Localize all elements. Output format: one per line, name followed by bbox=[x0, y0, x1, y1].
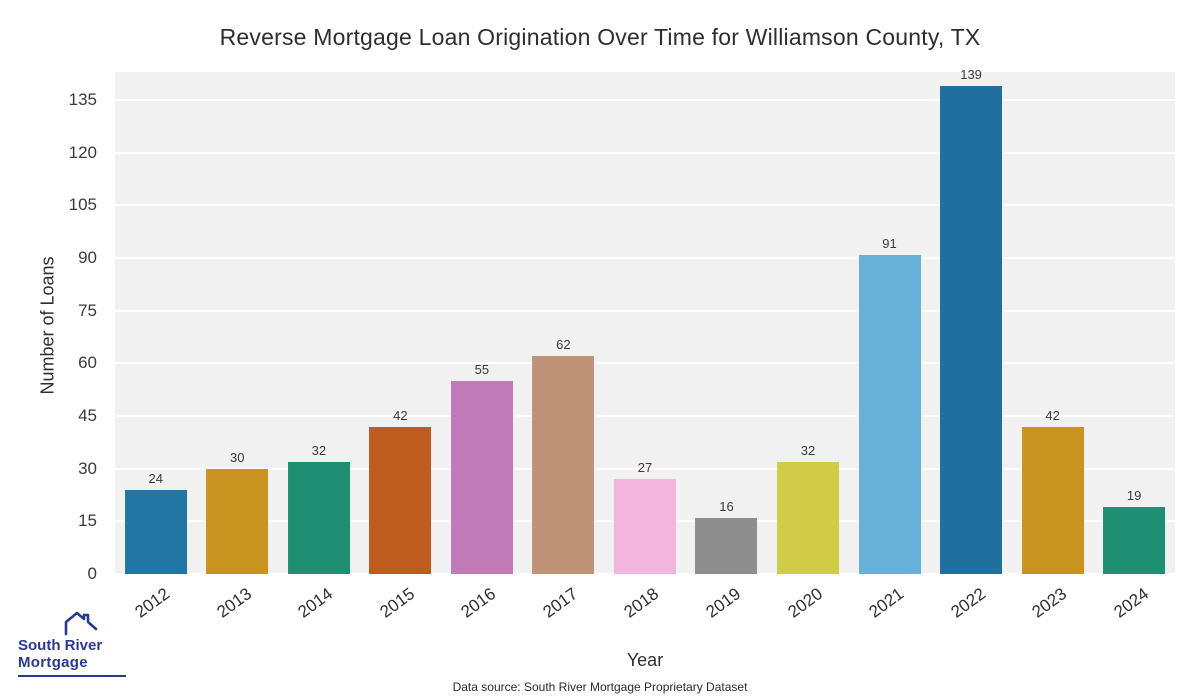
plot-area: 24 2012 30 2013 32 2014 42 2015 55 2016 62 2017 27 20… bbox=[115, 67, 1175, 622]
bar: 42 bbox=[369, 408, 432, 574]
gridline bbox=[115, 99, 1175, 102]
x-tick-label: 2013 bbox=[213, 584, 255, 622]
gridline bbox=[115, 415, 1175, 418]
bar-column: 32 2020 bbox=[767, 72, 849, 622]
bar-column: 42 2023 bbox=[1012, 72, 1094, 622]
bar-column: 19 2024 bbox=[1093, 72, 1175, 622]
x-tick-label: 2015 bbox=[376, 584, 419, 622]
bar-value-label: 32 bbox=[800, 442, 816, 458]
y-tick-label: 135 bbox=[68, 90, 97, 110]
bar-value-label: 24 bbox=[148, 470, 163, 486]
bar-value-label: 19 bbox=[1126, 488, 1142, 504]
bar: 27 bbox=[613, 460, 676, 574]
bar-value-label: 42 bbox=[1045, 407, 1060, 423]
bar: 91 bbox=[858, 236, 921, 574]
x-tick-label: 2018 bbox=[620, 584, 663, 622]
bar-value-label: 91 bbox=[882, 235, 897, 251]
bar-column: 30 2013 bbox=[197, 72, 279, 622]
gridline bbox=[115, 204, 1175, 207]
bar-value-label: 16 bbox=[719, 498, 734, 514]
bar-column: 55 2016 bbox=[441, 72, 523, 622]
x-tick-label: 2019 bbox=[702, 584, 745, 622]
y-tick-label: 105 bbox=[68, 195, 97, 215]
y-tick-label: 0 bbox=[87, 564, 97, 583]
gridline bbox=[115, 573, 1175, 575]
gridline bbox=[115, 362, 1175, 365]
logo-line1: South River bbox=[18, 637, 103, 654]
y-tick-label: 90 bbox=[78, 248, 97, 268]
x-tick-label: 2023 bbox=[1028, 584, 1071, 622]
gridline bbox=[115, 151, 1175, 154]
bar-value-label: 62 bbox=[556, 337, 571, 353]
logo-line2: Mortgage bbox=[18, 654, 88, 671]
x-tick-label: 2020 bbox=[783, 584, 826, 622]
house-icon bbox=[64, 611, 98, 636]
bar-column: 91 2021 bbox=[849, 72, 931, 622]
y-tick-label: 30 bbox=[78, 458, 97, 478]
bar-value-label: 55 bbox=[474, 361, 490, 377]
bar: 55 bbox=[450, 362, 513, 574]
bar: 19 bbox=[1103, 488, 1166, 574]
bar-column: 139 2022 bbox=[930, 67, 1012, 622]
x-tick-label: 2022 bbox=[946, 584, 989, 622]
x-tick-label: 2021 bbox=[865, 584, 908, 622]
bar-value-label: 30 bbox=[230, 449, 245, 465]
bar: 32 bbox=[777, 443, 839, 574]
bar-value-label: 42 bbox=[393, 407, 408, 423]
bar-column: 32 2014 bbox=[278, 72, 360, 622]
bar-column: 42 2015 bbox=[360, 72, 442, 622]
bar: 30 bbox=[206, 450, 269, 574]
bar: 139 bbox=[940, 67, 1003, 574]
x-axis-label: Year bbox=[626, 650, 664, 670]
logo-underline bbox=[18, 675, 126, 677]
data-source-note: Data source: South River Mortgage Propri… bbox=[452, 680, 748, 694]
south-river-mortgage-logo: South River Mortgage bbox=[18, 610, 126, 677]
bar: 24 bbox=[124, 471, 187, 574]
gridline bbox=[115, 309, 1175, 312]
y-tick-label: 75 bbox=[78, 300, 97, 320]
bars-row: 24 2012 30 2013 32 2014 42 2015 55 2016 62 2017 27 20… bbox=[115, 67, 1175, 622]
y-tick-label: 45 bbox=[78, 406, 97, 426]
bar-column: 27 2018 bbox=[604, 72, 686, 622]
y-tick-label: 15 bbox=[78, 511, 97, 531]
x-tick-label: 2016 bbox=[457, 584, 500, 622]
bar: 32 bbox=[287, 443, 350, 574]
x-tick-label: 2017 bbox=[539, 584, 582, 622]
x-tick-label: 2024 bbox=[1110, 584, 1152, 622]
y-tick-label: 120 bbox=[68, 142, 97, 162]
chart-title: Reverse Mortgage Loan Origination Over T… bbox=[219, 24, 981, 50]
bar-column: 24 2012 bbox=[115, 72, 197, 622]
y-axis: 0 15 30 45 60 75 90 105 120 135 bbox=[55, 72, 105, 583]
bar-value-label: 27 bbox=[637, 460, 653, 476]
gridline bbox=[115, 467, 1175, 470]
bar-value-label: 32 bbox=[311, 442, 327, 458]
y-tick-label: 60 bbox=[78, 353, 97, 373]
x-tick-label: 2014 bbox=[294, 584, 337, 622]
bar: 42 bbox=[1021, 408, 1084, 574]
bar: 16 bbox=[695, 499, 758, 574]
gridline bbox=[115, 257, 1175, 260]
x-tick-label: 2012 bbox=[131, 584, 174, 622]
bar-column: 16 2019 bbox=[686, 72, 768, 622]
bar-value-label: 139 bbox=[960, 67, 982, 83]
bar-column: 62 2017 bbox=[523, 72, 605, 622]
bar: 62 bbox=[532, 337, 595, 574]
